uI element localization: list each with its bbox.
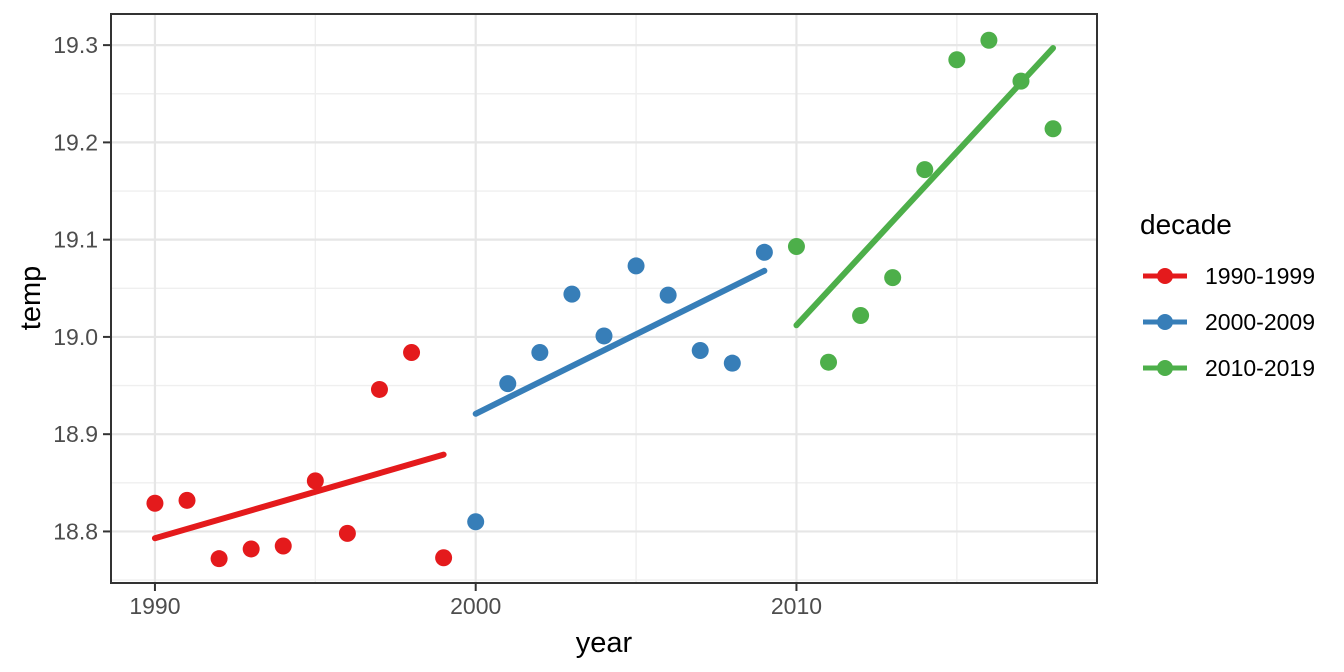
axis-tick-labels: 1990 2000 2010 18.8 18.9 19.0 19.1 19.2 19.3 — [53, 32, 822, 619]
y-tick-label: 19.2 — [53, 129, 98, 155]
data-point — [980, 31, 998, 49]
data-point — [146, 494, 164, 512]
legend-entry-label: 2010-2019 — [1205, 355, 1315, 381]
y-tick-label: 19.1 — [53, 227, 98, 253]
data-point — [242, 540, 260, 558]
data-point — [1044, 120, 1062, 138]
y-axis-title: temp — [15, 266, 47, 330]
x-tick-label: 2000 — [450, 593, 501, 619]
trend-line — [793, 45, 1057, 329]
panel-border — [110, 13, 1098, 584]
data-point — [274, 537, 292, 555]
axis-tick-marks — [103, 44, 798, 591]
legend-title: decade — [1140, 209, 1232, 240]
data-point — [338, 524, 356, 542]
data-point — [370, 380, 388, 398]
legend-entry: 2010-2019 — [1143, 355, 1315, 381]
y-tick-label: 19.0 — [53, 324, 98, 350]
y-tick-label: 18.9 — [53, 421, 98, 447]
data-point — [787, 237, 805, 255]
data-point — [916, 161, 934, 179]
data-point — [595, 327, 613, 345]
data-point — [1012, 72, 1030, 90]
legend-entry-label: 2000-2009 — [1205, 309, 1315, 335]
panel-background — [111, 14, 1097, 583]
x-tick-label: 2010 — [771, 593, 822, 619]
y-tick-label: 18.8 — [53, 518, 98, 544]
x-axis-title: year — [576, 627, 633, 659]
data-point — [884, 269, 902, 287]
minor-gridlines — [111, 14, 1097, 583]
data-points — [146, 31, 1062, 568]
legend-key-point — [1157, 360, 1173, 376]
data-point — [403, 343, 421, 361]
legend-entry: 1990-1999 — [1143, 263, 1315, 289]
y-tick-label: 19.3 — [53, 32, 98, 58]
data-point — [531, 343, 549, 361]
data-point — [178, 491, 196, 509]
trend-line — [472, 267, 768, 417]
data-point — [948, 51, 966, 69]
data-point — [852, 307, 870, 325]
legend-key-point — [1157, 268, 1173, 284]
data-point — [499, 375, 517, 393]
data-point — [435, 549, 453, 567]
x-tick-label: 1990 — [129, 593, 180, 619]
data-point — [210, 550, 228, 568]
data-point — [306, 472, 324, 490]
legend: decade 1990-1999 2000-2009 2010-2019 — [1140, 209, 1315, 381]
legend-entry-label: 1990-1999 — [1205, 263, 1315, 289]
data-point — [563, 285, 581, 303]
data-point — [467, 513, 485, 531]
data-point — [755, 243, 773, 261]
data-point — [659, 286, 677, 304]
legend-entry: 2000-2009 — [1143, 309, 1315, 335]
trend-line — [151, 451, 447, 542]
data-point — [820, 353, 838, 371]
data-point — [691, 342, 709, 360]
trend-lines — [151, 45, 1057, 542]
legend-entries: 1990-1999 2000-2009 2010-2019 — [1143, 263, 1315, 381]
data-point — [723, 354, 741, 372]
data-point — [627, 257, 645, 275]
legend-key-point — [1157, 314, 1173, 330]
